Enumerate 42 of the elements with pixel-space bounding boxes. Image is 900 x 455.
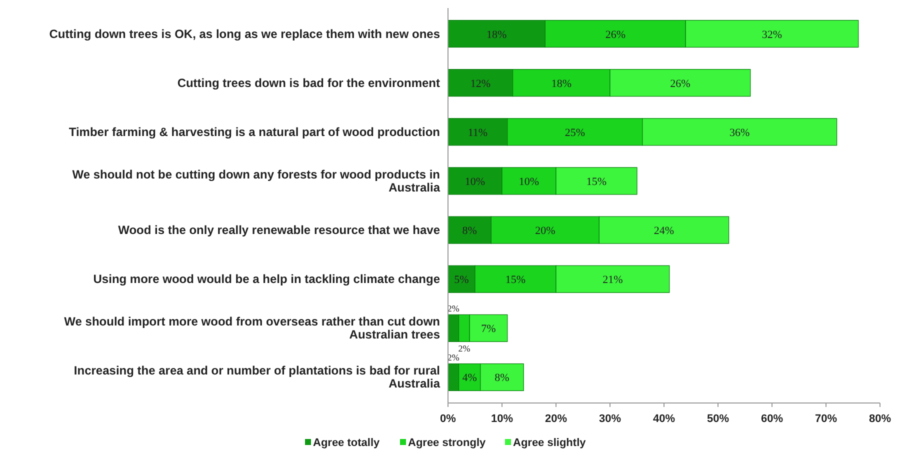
data-label: 4% (462, 372, 477, 384)
data-label: 26% (605, 28, 626, 41)
data-label: 32% (762, 28, 782, 41)
x-tick-label: 80% (868, 413, 892, 425)
data-label: 18% (551, 78, 572, 90)
y-tick-label: Timber farming & harvesting is a natural part of wood production (68, 124, 440, 139)
y-tick-label: Using more wood would be a help in tackling climate change (93, 272, 440, 286)
data-label: 8% (462, 225, 477, 238)
data-label: 10% (464, 176, 486, 188)
data-label: 12% (470, 78, 490, 90)
data-label: 10% (518, 176, 540, 188)
data-label: 26% (670, 78, 690, 90)
data-label: 25% (564, 126, 585, 139)
data-label: 36% (730, 126, 750, 139)
y-tick-label: Cutting trees down is bad for the environment (177, 76, 440, 90)
data-label: 8% (494, 372, 510, 384)
data-label: 7% (481, 323, 496, 336)
x-tick-label: 10% (490, 413, 514, 425)
legend-label: Agree slightly (513, 437, 587, 449)
y-tick-label: Wood is the only really renewable resource that we have (118, 223, 440, 238)
data-label: 11% (468, 126, 488, 139)
y-tick-label: Increasing the area and or number of plantations is bad for rural Australia (74, 364, 440, 391)
legend-label: Agree strongly (408, 437, 487, 449)
data-label: 15% (586, 176, 607, 188)
y-tick-label: Cutting down trees is OK, as long as we replace them with new ones (49, 26, 440, 41)
data-label: 18% (486, 28, 507, 41)
legend-label: Agree totally (313, 437, 381, 449)
data-label: 15% (505, 274, 526, 286)
x-tick-label: 60% (760, 413, 784, 425)
x-tick-label: 40% (652, 413, 676, 425)
y-tick-label: We should import more wood from overseas rather than cut down Australian trees (64, 314, 440, 342)
x-tick-label: 70% (814, 413, 838, 425)
data-label: 2% (458, 344, 471, 354)
data-label: 5% (454, 274, 469, 286)
x-tick-label: 50% (706, 413, 730, 425)
data-label: 24% (654, 225, 674, 238)
x-tick-label: 0% (440, 413, 456, 425)
x-tick-label: 20% (544, 413, 568, 425)
data-label: 21% (602, 274, 623, 286)
data-label: 20% (535, 225, 556, 238)
y-tick-label: We should not be cutting down any forests for wood products in Australia (72, 167, 440, 194)
x-tick-label: 30% (598, 413, 622, 425)
